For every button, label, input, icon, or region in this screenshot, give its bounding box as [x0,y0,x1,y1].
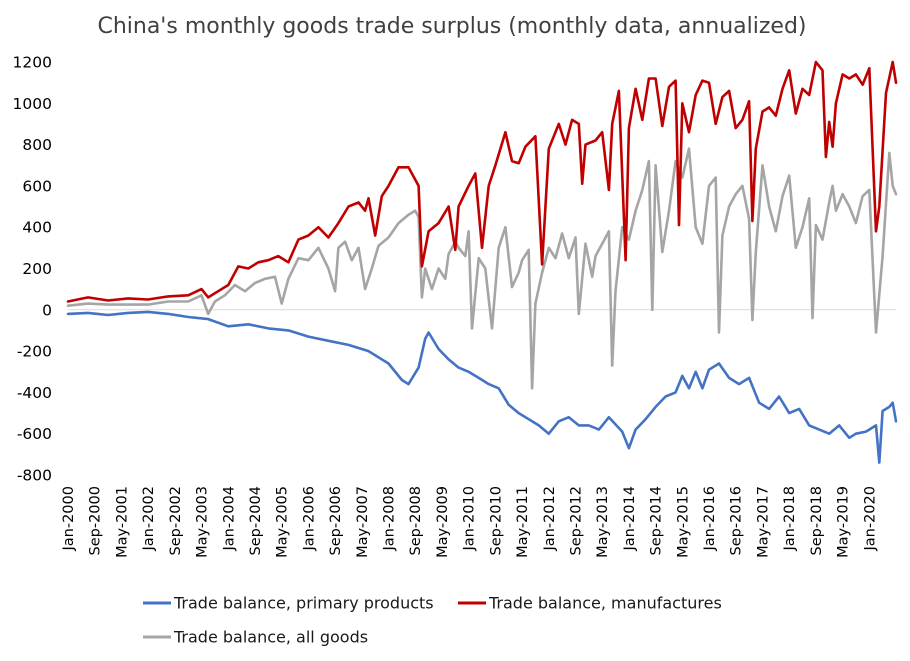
x-axis-ticks: Jan-2000 Sep-2000 May-2001 Jan-2002 Sep-2002… [61,486,878,558]
y-tick-label: -400 [17,384,52,402]
legend-label-2: Trade balance, all goods [173,628,368,647]
x-tick-label: Sep-2008 [408,486,424,555]
x-tick-label: Jan-2006 [301,486,317,552]
legend-label-0: Trade balance, primary products [173,594,434,613]
y-tick-label: 200 [22,260,52,278]
x-tick-label: May-2003 [195,486,211,558]
chart-title: China's monthly goods trade surplus (mon… [97,14,806,39]
series-line-2 [66,147,898,390]
y-tick-label: -800 [17,467,52,485]
y-tick-label: -600 [17,425,52,443]
y-tick-label: 1000 [13,95,52,113]
x-tick-label: Sep-2012 [568,486,584,555]
x-tick-label: Sep-2016 [729,486,745,555]
x-tick-label: Sep-2004 [248,486,264,555]
x-tick-label: Sep-2018 [809,486,825,555]
x-tick-label: May-2015 [675,486,691,558]
y-tick-label: 400 [22,219,52,237]
x-tick-label: May-2017 [755,486,771,558]
y-tick-label: 0 [42,301,52,319]
y-tick-label: 1200 [13,54,52,72]
x-tick-label: May-2009 [435,486,451,558]
x-tick-label: Jan-2010 [462,486,478,552]
x-tick-label: May-2011 [515,486,531,558]
y-tick-label: -200 [17,343,52,361]
x-tick-label: May-2019 [836,486,852,558]
legend-label-1: Trade balance, manufactures [488,594,722,613]
x-tick-label: Jan-2000 [61,486,77,552]
x-tick-label: Jan-2008 [382,486,398,552]
series-line-0 [66,310,898,464]
x-tick-label: Sep-2006 [328,486,344,555]
y-tick-label: 800 [22,136,52,154]
x-tick-label: May-2005 [275,486,291,558]
legend: Trade balance, primary products Trade bal… [143,594,722,647]
x-tick-label: Jan-2018 [782,486,798,552]
x-tick-label: Sep-2014 [649,486,665,555]
x-tick-label: Jan-2020 [862,486,878,552]
x-tick-label: May-2007 [355,486,371,558]
x-tick-label: Sep-2010 [488,486,504,555]
x-tick-label: May-2001 [114,486,130,558]
y-tick-label: 600 [22,177,52,195]
x-tick-label: Jan-2004 [221,486,237,552]
x-tick-label: Sep-2000 [88,486,104,555]
series-line-1 [66,60,898,303]
x-tick-label: Jan-2014 [622,486,638,552]
series-layer [66,60,898,464]
x-tick-label: May-2013 [595,486,611,558]
y-axis-ticks: 1200 1000 800 600 400 200 0 -200 -400 -600 -800 [13,54,52,485]
x-tick-label: Jan-2002 [141,486,157,552]
x-tick-label: Sep-2002 [168,486,184,555]
x-tick-label: Jan-2016 [702,486,718,552]
x-tick-label: Jan-2012 [542,486,558,552]
